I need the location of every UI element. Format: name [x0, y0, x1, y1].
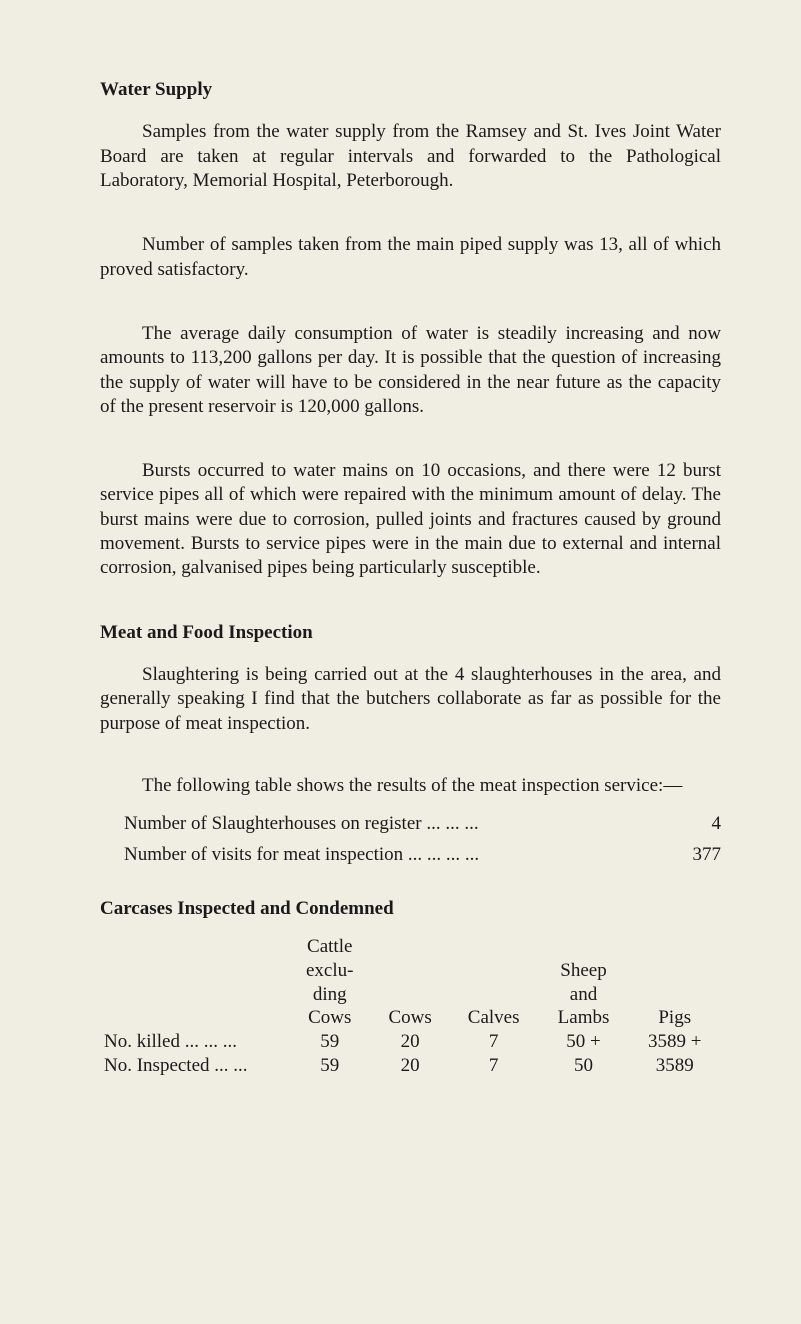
carcases-table: Cattle exclu- Sheep ding and Cows Cows — [100, 935, 721, 1078]
paragraph: Slaughtering is being carried out at the… — [100, 663, 721, 736]
cell: 7 — [449, 1054, 539, 1078]
col-header: and — [539, 983, 629, 1007]
stat-value: 377 — [671, 843, 721, 867]
cell: 3589 + — [628, 1030, 721, 1054]
col-header: exclu- — [288, 959, 372, 983]
table-row: No. killed ... ... ... 59 20 7 50 + 3589… — [100, 1030, 721, 1054]
cell: 20 — [372, 1030, 449, 1054]
table-header-row: Cows Cows Calves Lambs Pigs — [100, 1006, 721, 1030]
cell: 59 — [288, 1054, 372, 1078]
page: Water Supply Samples from the water supp… — [0, 0, 801, 1324]
col-header: ding — [288, 983, 372, 1007]
table-header-row: ding and — [100, 983, 721, 1007]
heading-carcases: Carcases Inspected and Condemned — [100, 897, 721, 921]
cell: 50 + — [539, 1030, 629, 1054]
paragraph: Number of samples taken from the main pi… — [100, 233, 721, 282]
paragraph: The average daily consumption of water i… — [100, 322, 721, 419]
heading-meat-inspection: Meat and Food Inspection — [100, 621, 721, 645]
cell: 7 — [449, 1030, 539, 1054]
col-header: Calves — [449, 1006, 539, 1030]
cell: 20 — [372, 1054, 449, 1078]
table-row: No. Inspected ... ... 59 20 7 50 3589 — [100, 1054, 721, 1078]
paragraph: Samples from the water supply from the R… — [100, 120, 721, 193]
stat-line: Number of Slaughterhouses on register ..… — [124, 812, 721, 836]
row-label: No. killed ... ... ... — [100, 1030, 288, 1054]
cell: 3589 — [628, 1054, 721, 1078]
stat-value: 4 — [671, 812, 721, 836]
heading-water-supply: Water Supply — [100, 78, 721, 102]
stats-block: Number of Slaughterhouses on register ..… — [100, 812, 721, 867]
col-header: Sheep — [539, 959, 629, 983]
paragraph: The following table shows the results of… — [100, 774, 721, 798]
stat-label: Number of Slaughterhouses on register ..… — [124, 812, 479, 836]
col-header: Cows — [372, 1006, 449, 1030]
stat-line: Number of visits for meat inspection ...… — [124, 843, 721, 867]
col-header: Cattle — [288, 935, 372, 959]
table-header-row: exclu- Sheep — [100, 959, 721, 983]
row-label: No. Inspected ... ... — [100, 1054, 288, 1078]
table-header-row: Cattle — [100, 935, 721, 959]
stat-label: Number of visits for meat inspection ...… — [124, 843, 479, 867]
col-header: Lambs — [539, 1006, 629, 1030]
cell: 59 — [288, 1030, 372, 1054]
paragraph: Bursts occurred to water mains on 10 occ… — [100, 459, 721, 581]
col-header: Pigs — [628, 1006, 721, 1030]
col-header: Cows — [288, 1006, 372, 1030]
cell: 50 — [539, 1054, 629, 1078]
